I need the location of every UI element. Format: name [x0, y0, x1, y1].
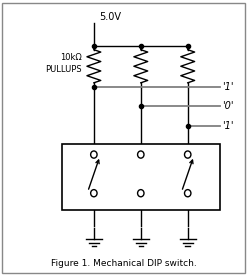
Text: '1': '1': [222, 121, 234, 131]
Circle shape: [138, 190, 144, 197]
Text: '0': '0': [222, 101, 234, 111]
Circle shape: [91, 151, 97, 158]
Text: '1': '1': [222, 82, 234, 92]
Circle shape: [185, 190, 191, 197]
Text: 5.0V: 5.0V: [99, 12, 121, 22]
Circle shape: [91, 190, 97, 197]
Circle shape: [185, 151, 191, 158]
Text: Figure 1. Mechanical DIP switch.: Figure 1. Mechanical DIP switch.: [51, 259, 196, 268]
Bar: [62, 144, 220, 210]
Circle shape: [138, 151, 144, 158]
Text: 10kΩ
PULLUPS: 10kΩ PULLUPS: [45, 54, 82, 73]
